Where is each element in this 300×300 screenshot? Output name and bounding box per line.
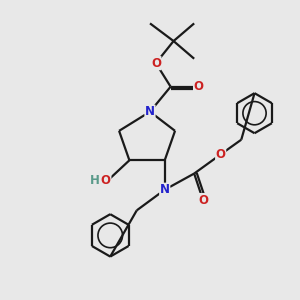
Text: O: O [151,57,161,70]
Text: O: O [194,80,204,93]
Text: N: N [145,105,155,118]
Text: N: N [160,183,170,196]
Text: O: O [198,194,208,207]
Text: H: H [90,174,100,187]
Text: O: O [101,174,111,188]
Text: O: O [216,148,226,161]
